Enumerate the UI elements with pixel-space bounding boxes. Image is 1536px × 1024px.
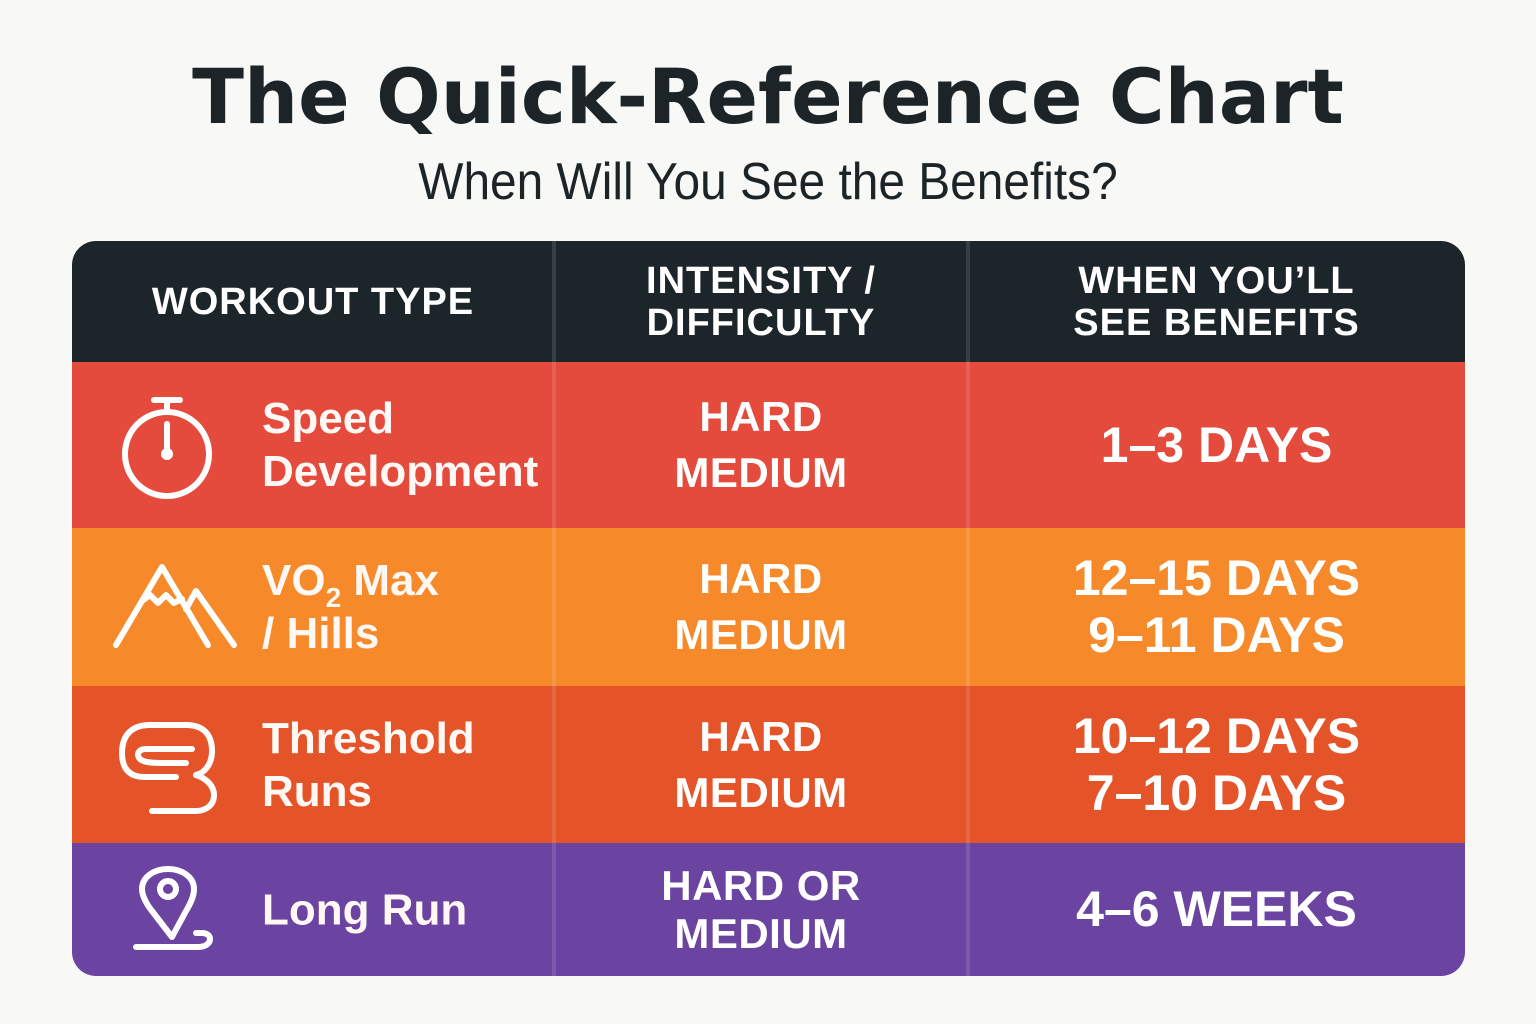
workout-type-cell: Long Run [72,843,554,976]
stopwatch-icon [112,390,222,500]
workout-type-cell: Speed Development [72,362,554,528]
page-title: The Quick-Reference Chart [192,52,1344,141]
workout-type-cell: Threshold Runs [72,686,554,843]
table-header-row: WORKOUT TYPE INTENSITY / DIFFICULTY WHEN… [72,241,1465,362]
benefit-cell: 1–3 DAYS [966,362,1465,528]
benefit-cell: 10–12 DAYS 7–10 DAYS [966,686,1465,843]
benefit-cell: 12–15 DAYS 9–11 DAYS [966,528,1465,686]
table-row-threshold-runs: Threshold Runs HARD MEDIUM 10–12 DAYS 7–… [72,686,1465,843]
column-header-intensity: INTENSITY / DIFFICULTY [552,241,968,362]
workout-type-cell: VO2 Max / Hills [72,528,554,686]
intensity-cell: HARD MEDIUM [552,528,968,686]
location-pin-icon [128,865,218,955]
table-row-long-run: Long Run HARD OR MEDIUM 4–6 WEEKS [72,843,1465,976]
reference-table: WORKOUT TYPE INTENSITY / DIFFICULTY WHEN… [72,241,1465,976]
benefit-cell: 4–6 WEEKS [966,843,1465,976]
table-row-vo2max-hills: VO2 Max / Hills HARD MEDIUM 12–15 DAYS 9… [72,528,1465,686]
intensity-cell: HARD MEDIUM [552,686,968,843]
intensity-cell: HARD MEDIUM [552,362,968,528]
winding-path-icon [116,715,222,815]
intensity-cell: HARD OR MEDIUM [552,843,968,976]
column-header-benefits: WHEN YOU’LL SEE BENEFITS [966,241,1465,362]
mountain-icon [110,557,240,657]
column-header-workout-type: WORKOUT TYPE [151,280,475,323]
table-row-speed-development: Speed Development HARD MEDIUM 1–3 DAYS [72,362,1465,528]
page-subtitle: When Will You See the Benefits? [418,153,1118,211]
